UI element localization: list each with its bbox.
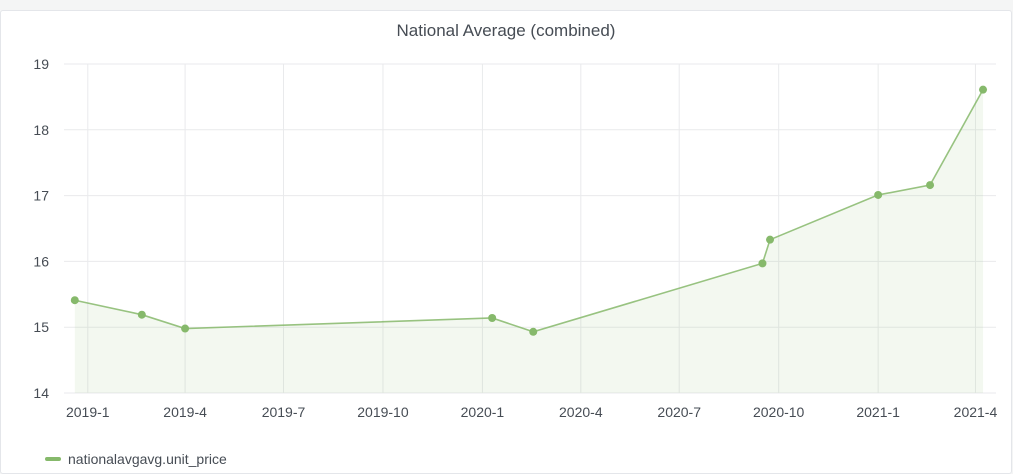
x-tick-label: 2020-10 — [753, 404, 805, 420]
y-tick-label: 19 — [33, 56, 49, 72]
legend-swatch-icon — [45, 457, 61, 461]
x-tick-label: 2019-1 — [66, 404, 110, 420]
data-point[interactable] — [979, 85, 988, 94]
data-point[interactable] — [488, 313, 497, 322]
series-line — [74, 89, 984, 333]
data-points — [70, 85, 988, 336]
x-tick-label: 2020-7 — [657, 404, 701, 420]
legend-item[interactable]: nationalavgavg.unit_price — [45, 451, 227, 467]
data-point[interactable] — [926, 181, 935, 190]
y-tick-label: 14 — [33, 385, 49, 401]
series-area — [74, 89, 984, 394]
data-point[interactable] — [181, 324, 190, 333]
x-tick-label: 2019-4 — [163, 404, 207, 420]
data-point[interactable] — [874, 190, 883, 199]
x-tick-label: 2021-4 — [954, 404, 998, 420]
y-tick-label: 18 — [33, 122, 49, 138]
x-tick-label: 2020-4 — [559, 404, 603, 420]
x-tick-label: 2019-7 — [262, 404, 306, 420]
tick-labels: 14 15 16 17 18 19 2019-1 2019-4 2019-7 2019-10 202… — [33, 56, 997, 420]
x-tick-label: 2021-1 — [856, 404, 900, 420]
y-tick-label: 16 — [33, 253, 49, 269]
legend-label: nationalavgavg.unit_price — [68, 451, 227, 467]
data-point[interactable] — [529, 327, 538, 336]
data-point[interactable] — [766, 235, 775, 244]
data-point[interactable] — [758, 259, 767, 268]
grid — [64, 63, 996, 394]
x-tick-label: 2019-10 — [357, 404, 409, 420]
series-line-path — [74, 89, 984, 333]
chart-panel: National Average (combined) nationalavga… — [0, 10, 1012, 474]
data-point[interactable] — [137, 310, 146, 319]
area-fill — [74, 89, 984, 394]
panel-title: National Average (combined) — [396, 21, 616, 40]
y-tick-label: 15 — [33, 319, 49, 335]
x-tick-label: 2020-1 — [461, 404, 505, 420]
y-tick-label: 17 — [33, 188, 49, 204]
data-point[interactable] — [70, 296, 79, 305]
